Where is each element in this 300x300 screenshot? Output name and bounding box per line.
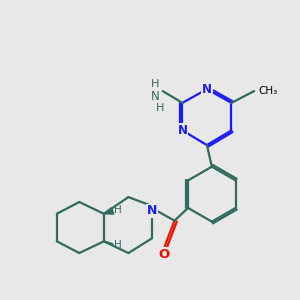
Text: N: N [202, 82, 212, 96]
Text: O: O [158, 248, 169, 261]
Text: N: N [177, 124, 188, 137]
Text: H: H [114, 240, 122, 250]
Polygon shape [104, 208, 114, 214]
Text: H: H [151, 79, 159, 89]
Text: H: H [156, 103, 164, 113]
Text: N: N [151, 89, 159, 103]
Text: CH₃: CH₃ [258, 86, 277, 96]
Text: H: H [114, 205, 122, 215]
Text: N: N [147, 204, 157, 218]
